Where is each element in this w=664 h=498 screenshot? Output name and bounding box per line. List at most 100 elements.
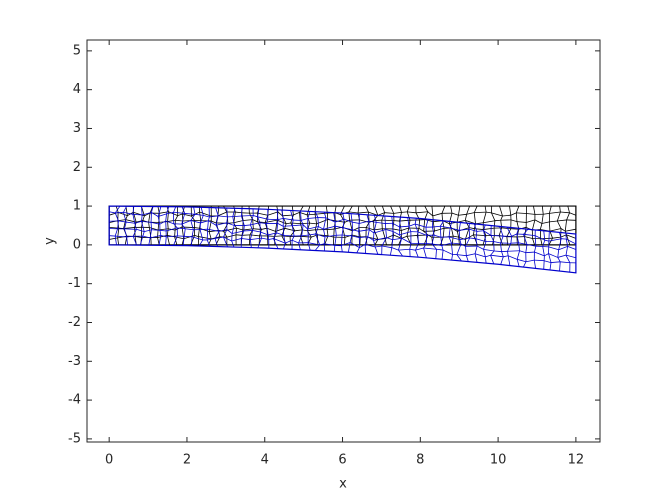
mesh-edge	[456, 215, 459, 223]
mesh-edge	[132, 206, 135, 215]
mesh-edge	[557, 249, 560, 258]
mesh-edge	[464, 227, 470, 240]
mesh-edge	[149, 227, 159, 231]
mesh-edge	[315, 233, 321, 246]
mesh-edge	[500, 242, 502, 252]
mesh-edge	[466, 212, 475, 215]
mesh-edge	[359, 236, 368, 238]
mesh-edge	[358, 231, 360, 238]
mesh-edge	[150, 235, 161, 239]
mesh-edge	[450, 205, 453, 214]
mesh-edge	[365, 244, 376, 248]
mesh-edge	[214, 238, 218, 247]
mesh-edge	[157, 216, 161, 225]
mesh-edge	[232, 230, 244, 234]
mesh-edge	[566, 234, 577, 239]
mesh-edge	[208, 220, 217, 226]
mesh-edge	[166, 211, 174, 215]
mesh-edge	[392, 231, 400, 236]
mesh-edge	[159, 220, 166, 225]
mesh-edge	[408, 226, 412, 232]
mesh-edge	[525, 244, 528, 253]
mesh-edge	[456, 254, 462, 262]
mesh-edge	[531, 219, 536, 231]
mesh-edge	[282, 226, 285, 236]
mesh-edge	[341, 242, 351, 247]
mesh-edge	[285, 239, 293, 244]
mesh-edge	[482, 235, 487, 246]
mesh-edge	[291, 239, 299, 244]
mesh-edge	[384, 215, 386, 224]
mesh-edge	[557, 254, 567, 258]
mesh-edge	[525, 259, 535, 263]
mesh-edge	[276, 205, 279, 213]
mesh-edge	[510, 219, 518, 222]
mesh-edge	[449, 221, 453, 229]
mesh-edge	[335, 218, 345, 223]
mesh-edge	[194, 227, 200, 229]
mesh-edge	[142, 235, 151, 239]
mesh-edge	[266, 227, 276, 232]
mesh-edge	[393, 234, 402, 239]
mesh-edge	[358, 223, 360, 232]
mesh-edge	[431, 237, 434, 245]
mesh-edge	[473, 205, 478, 213]
mesh-edge	[534, 235, 545, 241]
mesh-edge	[548, 253, 552, 263]
mesh-edge	[474, 253, 486, 258]
mesh-edge	[300, 220, 304, 225]
mesh-edge	[209, 215, 219, 218]
mesh-edge	[341, 227, 344, 236]
mesh-edge	[552, 236, 561, 239]
mesh-edge	[358, 211, 369, 214]
mesh-edge	[207, 220, 209, 230]
mesh-edge	[450, 227, 460, 231]
mesh-edge	[300, 235, 312, 238]
mesh-edge	[307, 217, 318, 219]
mesh-edge	[456, 254, 467, 257]
mesh-edge	[474, 211, 487, 214]
mesh-edge	[123, 212, 127, 223]
mesh-edge	[124, 228, 128, 238]
mesh-edge	[277, 219, 287, 225]
mesh-edge	[501, 251, 504, 257]
mesh-edge	[424, 205, 429, 212]
mesh-edge	[374, 239, 379, 246]
mesh-edge	[450, 227, 454, 237]
mesh-edge	[335, 220, 345, 223]
mesh-edge	[469, 227, 475, 230]
mesh-edge	[543, 212, 550, 215]
mesh-edge	[468, 229, 471, 239]
mesh-edge	[114, 236, 117, 246]
mesh-edge	[441, 205, 446, 214]
mesh-edge	[516, 221, 527, 223]
mesh-edge	[391, 247, 399, 251]
mesh-edge	[499, 205, 503, 217]
mesh-edge	[348, 205, 353, 213]
mesh-edge	[516, 228, 520, 235]
mesh-edge	[458, 213, 467, 216]
mesh-edge	[241, 238, 251, 240]
mesh-edge	[109, 227, 119, 229]
mesh-edge	[174, 215, 179, 221]
mesh-edge	[534, 251, 545, 257]
mesh-edge	[223, 205, 228, 213]
mesh-edge	[324, 243, 335, 246]
mesh-edge	[226, 234, 237, 238]
mesh-edge	[283, 217, 294, 221]
mesh-edge	[476, 245, 484, 250]
mesh-edge	[133, 211, 145, 217]
mesh-edge	[500, 215, 503, 221]
mesh-edge	[218, 215, 228, 218]
mesh-edge	[166, 235, 178, 238]
mesh-edge	[549, 220, 558, 223]
mesh-edge	[177, 213, 183, 217]
mesh-edge	[183, 234, 195, 240]
mesh-edge	[327, 228, 335, 231]
x-tick-label: 8	[416, 453, 424, 468]
mesh-edge	[157, 206, 162, 217]
mesh-edge	[389, 247, 393, 256]
mesh-edge	[151, 229, 160, 231]
mesh-edge	[142, 212, 152, 216]
mesh-edge	[534, 246, 537, 253]
